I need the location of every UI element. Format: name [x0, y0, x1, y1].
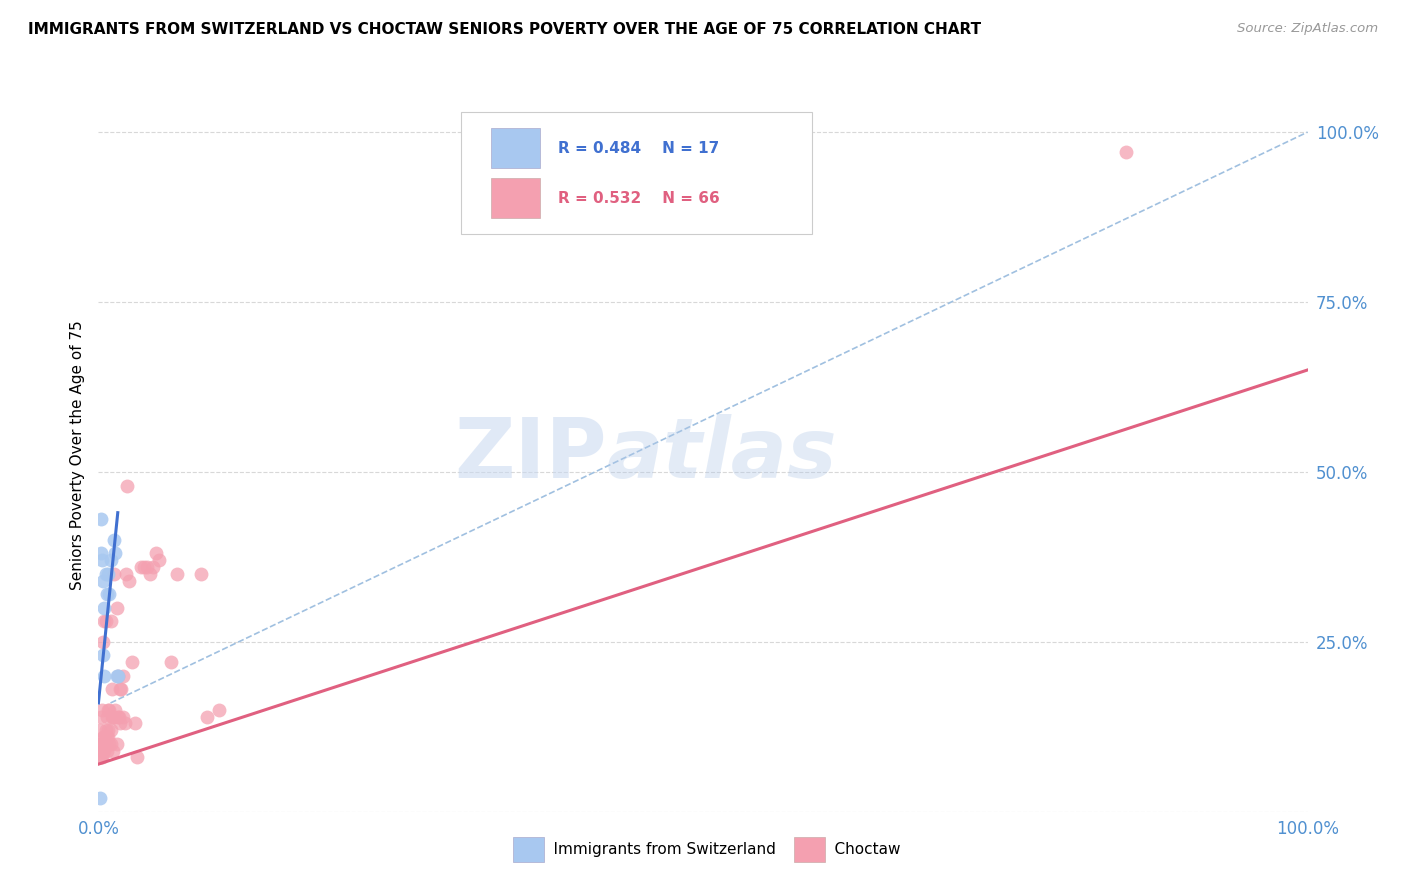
Point [94, 737, 117, 751]
Point [117, 478, 139, 492]
Point [93, 743, 115, 757]
FancyBboxPatch shape [461, 112, 811, 234]
Point [91, 574, 114, 588]
Point [96, 709, 118, 723]
Point [98, 703, 121, 717]
Point [110, 682, 132, 697]
Text: Source: ZipAtlas.com: Source: ZipAtlas.com [1237, 22, 1378, 36]
Point [107, 669, 129, 683]
Point [142, 560, 165, 574]
Point [100, 737, 122, 751]
Point [104, 546, 127, 560]
Point [94, 615, 117, 629]
Point [103, 533, 125, 547]
Point [135, 560, 157, 574]
Point [101, 709, 124, 723]
Point [97, 723, 120, 738]
Point [91, 743, 114, 757]
Point [89, 750, 111, 764]
Text: IMMIGRANTS FROM SWITZERLAND VS CHOCTAW SENIORS POVERTY OVER THE AGE OF 75 CORREL: IMMIGRANTS FROM SWITZERLAND VS CHOCTAW S… [28, 22, 981, 37]
Text: Choctaw: Choctaw [815, 842, 901, 856]
FancyBboxPatch shape [492, 178, 540, 218]
Point [114, 716, 136, 731]
Point [100, 682, 122, 697]
Point [134, 560, 156, 574]
Point [105, 600, 128, 615]
Point [90, 709, 112, 723]
Point [107, 669, 129, 683]
Text: ZIP: ZIP [454, 415, 606, 495]
Text: R = 0.532    N = 66: R = 0.532 N = 66 [558, 191, 720, 205]
Point [108, 716, 131, 731]
Point [127, 750, 149, 764]
Point [93, 669, 115, 683]
Point [108, 709, 131, 723]
Point [94, 566, 117, 581]
Point [103, 709, 125, 723]
Point [103, 566, 125, 581]
Point [195, 709, 218, 723]
Point [115, 566, 138, 581]
Point [166, 566, 188, 581]
FancyBboxPatch shape [492, 128, 540, 168]
Point [93, 600, 115, 615]
Point [104, 703, 127, 717]
Point [94, 723, 117, 738]
Point [118, 574, 141, 588]
Point [108, 682, 131, 697]
Point [1115, 145, 1137, 160]
Point [139, 566, 162, 581]
Point [124, 716, 146, 731]
Point [98, 737, 121, 751]
Point [91, 737, 114, 751]
Point [190, 566, 212, 581]
Text: R = 0.484    N = 17: R = 0.484 N = 17 [558, 141, 718, 155]
Point [89, 723, 111, 738]
Point [91, 635, 114, 649]
Point [97, 730, 120, 744]
Point [148, 553, 170, 567]
Point [90, 546, 112, 560]
Point [96, 743, 118, 757]
Point [96, 587, 118, 601]
Point [208, 703, 231, 717]
Point [96, 730, 118, 744]
Point [97, 566, 120, 581]
Point [100, 615, 122, 629]
Y-axis label: Seniors Poverty Over the Age of 75: Seniors Poverty Over the Age of 75 [70, 320, 86, 590]
Point [101, 743, 124, 757]
Point [90, 737, 112, 751]
Point [121, 655, 143, 669]
Point [91, 730, 114, 744]
Point [93, 615, 115, 629]
Point [89, 737, 111, 751]
Point [105, 669, 128, 683]
Point [93, 730, 115, 744]
Point [100, 723, 122, 738]
Point [145, 546, 167, 560]
Point [160, 655, 183, 669]
Point [97, 703, 120, 717]
Text: Immigrants from Switzerland: Immigrants from Switzerland [534, 842, 776, 856]
Point [100, 709, 122, 723]
Point [107, 709, 129, 723]
Point [91, 648, 114, 663]
Point [111, 709, 134, 723]
Point [89, 791, 111, 805]
Point [98, 587, 121, 601]
Point [91, 750, 114, 764]
Point [91, 553, 114, 567]
Point [90, 512, 112, 526]
Point [90, 750, 112, 764]
Point [100, 553, 122, 567]
Point [105, 737, 128, 751]
Point [91, 703, 114, 717]
Point [129, 560, 152, 574]
Point [111, 669, 134, 683]
Text: atlas: atlas [606, 415, 837, 495]
